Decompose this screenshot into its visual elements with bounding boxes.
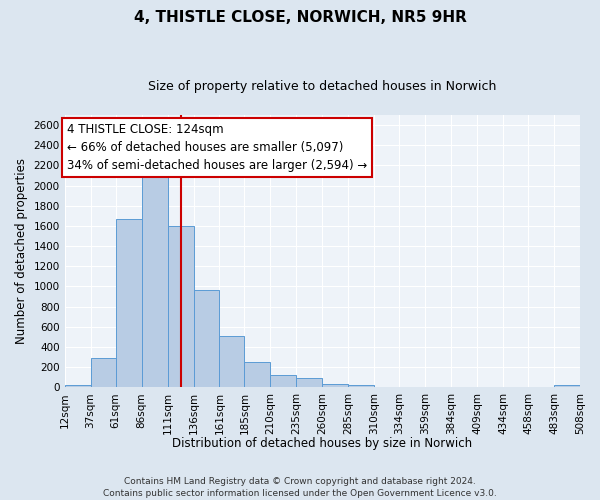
Bar [349, 385, 374, 387]
Bar [554, 385, 580, 387]
Bar [322, 384, 349, 387]
Y-axis label: Number of detached properties: Number of detached properties [15, 158, 28, 344]
Text: 4, THISTLE CLOSE, NORWICH, NR5 9HR: 4, THISTLE CLOSE, NORWICH, NR5 9HR [134, 10, 466, 25]
Bar [374, 386, 399, 387]
Bar [220, 336, 244, 387]
Bar [193, 290, 220, 387]
Bar [91, 358, 116, 387]
Bar [399, 386, 425, 387]
Bar [271, 375, 296, 387]
Bar [296, 378, 322, 387]
Title: Size of property relative to detached houses in Norwich: Size of property relative to detached ho… [148, 80, 497, 93]
X-axis label: Distribution of detached houses by size in Norwich: Distribution of detached houses by size … [172, 437, 472, 450]
Text: 4 THISTLE CLOSE: 124sqm
← 66% of detached houses are smaller (5,097)
34% of semi: 4 THISTLE CLOSE: 124sqm ← 66% of detache… [67, 123, 367, 172]
Bar [244, 362, 271, 387]
Text: Contains HM Land Registry data © Crown copyright and database right 2024.
Contai: Contains HM Land Registry data © Crown c… [103, 476, 497, 498]
Bar [425, 386, 451, 387]
Bar [65, 385, 91, 387]
Bar [142, 172, 167, 387]
Bar [116, 219, 142, 387]
Bar [167, 226, 193, 387]
